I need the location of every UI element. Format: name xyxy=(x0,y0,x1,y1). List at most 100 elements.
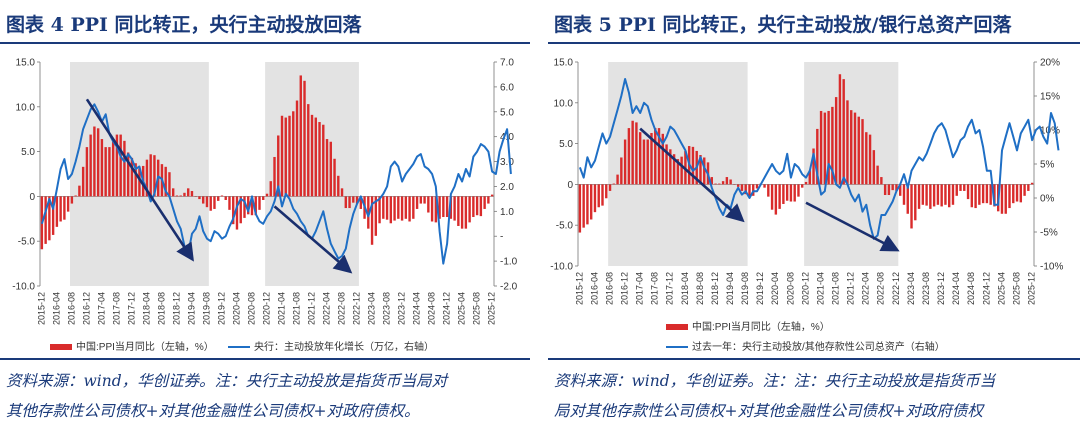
ppi-bar xyxy=(669,149,672,185)
x-tick-label: 2018-04 xyxy=(141,292,151,325)
ppi-bar xyxy=(936,184,940,205)
ppi-bar xyxy=(262,196,265,200)
x-tick-label: 2020-08 xyxy=(246,292,256,325)
ppi-bar xyxy=(985,184,989,204)
ppi-bar xyxy=(597,184,600,208)
ppi-bar xyxy=(483,196,486,209)
ppi-bar xyxy=(108,147,111,197)
ppi-bar xyxy=(744,184,747,195)
x-tick-label: 2023-08 xyxy=(921,272,931,305)
ppi-bar xyxy=(620,157,623,185)
ppi-bar xyxy=(906,184,909,214)
chart-ppi-vs-pboc-injection-ratio: -10.0 -5.0 0 5.0 10.0 15.0 -10% -5% 0% 5% 10% 15% 20… xyxy=(550,58,1063,354)
ppi-bar xyxy=(970,184,974,208)
ppi-bar xyxy=(978,184,981,205)
ppi-bar xyxy=(340,188,344,197)
y-left-tick-label: -10.0 xyxy=(12,282,35,293)
ppi-bar xyxy=(763,184,766,188)
ppi-bar xyxy=(378,196,381,224)
ppi-bar xyxy=(314,117,317,197)
ppi-bar xyxy=(654,128,657,185)
ppi-bar xyxy=(183,192,186,197)
ppi-bar xyxy=(917,184,921,209)
x-tick-label: 2023-12 xyxy=(396,292,406,325)
ppi-bar xyxy=(1012,184,1015,204)
ppi-bar xyxy=(721,181,725,185)
x-tick-label: 2021-04 xyxy=(276,292,286,325)
y-right-tick-label: 5% xyxy=(1040,160,1055,171)
ppi-bar xyxy=(793,184,796,202)
ppi-bar xyxy=(899,184,902,196)
trend-arrow-2 xyxy=(805,201,900,252)
ppi-bar xyxy=(725,177,729,185)
ppi-bar xyxy=(955,184,958,196)
ppi-bar xyxy=(104,147,107,197)
ppi-bar xyxy=(153,155,156,197)
y-right-tick-label: 10% xyxy=(1040,126,1060,137)
ppi-bar xyxy=(778,184,781,209)
ppi-bar xyxy=(1000,184,1004,214)
panel-figure-4: 图表 4 PPI 同比转正，央行主动投放回落 -10.0 -5.0 0 5.0 10.0… xyxy=(0,0,530,443)
ppi-bar xyxy=(164,166,167,197)
x-tick-label: 2023-04 xyxy=(366,292,376,325)
ppi-bar xyxy=(44,196,47,244)
y-left-tick-label: -5.0 xyxy=(556,221,574,232)
ppi-bar xyxy=(130,157,134,197)
ppi-bar xyxy=(70,196,74,204)
ppi-bar xyxy=(397,196,400,219)
ppi-bar xyxy=(224,196,227,200)
ppi-bar xyxy=(59,196,62,222)
ppi-bar xyxy=(198,196,201,200)
ppi-bar xyxy=(910,184,913,229)
ppi-bar xyxy=(48,196,51,241)
y-right-tick-label: -10% xyxy=(1040,262,1063,273)
ppi-bar xyxy=(944,184,947,205)
ppi-bar xyxy=(232,196,235,225)
x-tick-label: 2016-08 xyxy=(66,292,76,325)
ppi-bar xyxy=(993,184,996,207)
trend-arrow-2 xyxy=(273,205,353,274)
pboc-injection-line xyxy=(578,78,1060,240)
x-tick-label: 2019-08 xyxy=(740,272,750,305)
x-tick-label: 2016-12 xyxy=(81,292,91,325)
ppi-bar xyxy=(850,110,853,185)
ppi-bar xyxy=(93,126,96,197)
ppi-bar xyxy=(352,196,355,203)
ppi-bar xyxy=(857,116,860,185)
x-tick-label: 2024-12 xyxy=(981,272,991,305)
ppi-bar xyxy=(96,128,100,197)
ppi-bar xyxy=(209,196,212,211)
x-tick-label: 2018-12 xyxy=(171,292,181,325)
legend-line-label: 过去一年：央行主动投放/其他存款性公司总资产（右轴） xyxy=(692,340,945,353)
ppi-bar xyxy=(325,139,329,197)
ppi-bar xyxy=(846,100,849,185)
ppi-bar xyxy=(638,132,642,185)
ppi-bar xyxy=(205,196,209,208)
y-right-tick-label: 3.0 xyxy=(500,157,514,168)
source-note: 资料来源：wind，华创证券。注：央行主动投放是指货币当局对 其他存款性公司债权… xyxy=(6,366,447,426)
ppi-bar xyxy=(419,196,423,204)
ppi-bar xyxy=(1030,182,1034,185)
ppi-bar xyxy=(582,184,585,228)
ppi-bar xyxy=(318,122,321,197)
ppi-bar xyxy=(740,184,744,191)
x-tick-label: 2020-04 xyxy=(770,272,780,305)
ppi-bar xyxy=(337,175,340,197)
ppi-bar xyxy=(767,184,770,197)
ppi-bar xyxy=(385,196,389,220)
ppi-bar xyxy=(168,172,171,197)
ppi-bar xyxy=(89,134,92,197)
ppi-bar xyxy=(126,152,130,197)
ppi-bar xyxy=(880,177,883,185)
ppi-bar xyxy=(819,110,823,185)
ppi-bar xyxy=(344,196,347,209)
ppi-bar xyxy=(593,184,597,213)
ppi-bar xyxy=(370,196,374,245)
legend-bar-swatch xyxy=(50,344,72,350)
ppi-bar xyxy=(714,183,717,185)
ppi-bar xyxy=(288,115,291,197)
y-left-tick-label: 15.0 xyxy=(554,58,574,69)
legend-bar-swatch xyxy=(666,324,688,330)
ppi-bar xyxy=(295,100,299,197)
x-tick-label: 2017-04 xyxy=(635,272,645,305)
